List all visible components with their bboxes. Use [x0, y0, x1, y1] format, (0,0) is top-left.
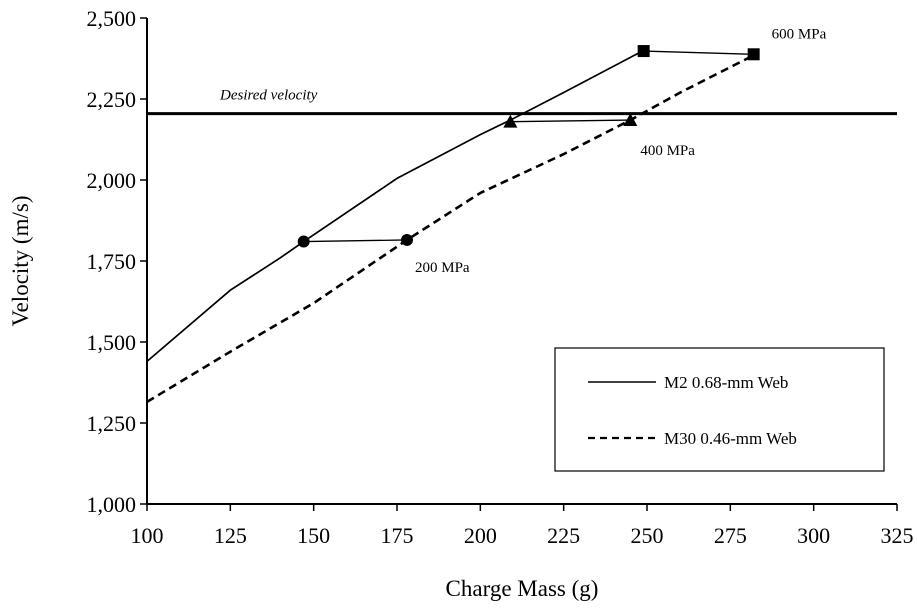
x-tick-label: 100	[131, 523, 164, 548]
triangle-marker	[623, 113, 638, 127]
circle-marker	[401, 233, 413, 246]
y-tick-label: 2,250	[87, 87, 137, 112]
series-line-m2	[146, 49, 645, 363]
triangle-marker	[503, 114, 518, 128]
x-tick-label: 325	[881, 523, 914, 548]
x-tick-label: 125	[214, 523, 247, 548]
x-tick-label: 225	[547, 523, 580, 548]
annotations: 200 MPa 400 MPa 600 MPa	[415, 26, 827, 276]
y-axis-label: Velocity (m/s)	[8, 196, 33, 327]
y-ticks: 1,000 1,250 1,500 1,750 2,000 2,250 2,500	[87, 6, 147, 517]
x-axis-label: Charge Mass (g)	[446, 576, 599, 601]
plot-area: 100 125 150 175 200 225 250 275 300 325 1,000 1,25…	[87, 6, 914, 548]
y-tick-label: 1,500	[87, 330, 137, 355]
x-ticks: 100 125 150 175 200 225 250 275 300 325	[131, 504, 914, 548]
x-tick-label: 200	[464, 523, 497, 548]
series-lines	[146, 49, 755, 404]
y-tick-label: 2,500	[87, 6, 137, 31]
pressure-label: 600 MPa	[772, 26, 827, 42]
pressure-label: 400 MPa	[640, 143, 695, 159]
y-tick-label: 1,250	[87, 411, 137, 436]
y-tick-label: 2,000	[87, 168, 137, 193]
circle-marker	[297, 235, 310, 248]
desired-velocity-label: Desired velocity	[219, 88, 318, 104]
y-tick-label: 1,000	[87, 492, 137, 517]
square-marker	[637, 45, 650, 58]
x-tick-label: 250	[631, 523, 664, 548]
pressure-connector	[303, 239, 408, 243]
x-tick-label: 275	[714, 523, 747, 548]
legend-label-m2: M2 0.68-mm Web	[664, 373, 788, 392]
legend-box	[554, 347, 885, 472]
pressure-label: 200 MPa	[415, 260, 470, 276]
legend-label-m30: M30 0.46-mm Web	[664, 429, 797, 448]
square-marker	[747, 48, 760, 61]
series-line-m30	[146, 54, 755, 404]
pressure-connector	[643, 50, 754, 55]
pressure-markers	[297, 45, 760, 248]
x-tick-label: 175	[381, 523, 414, 548]
pressure-connector	[510, 119, 631, 123]
legend: M2 0.68-mm Web M30 0.46-mm Web	[554, 347, 885, 472]
x-tick-label: 150	[297, 523, 330, 548]
x-tick-label: 300	[797, 523, 830, 548]
reference-line-group: Desired velocity	[147, 88, 897, 116]
y-tick-label: 1,750	[87, 249, 137, 274]
